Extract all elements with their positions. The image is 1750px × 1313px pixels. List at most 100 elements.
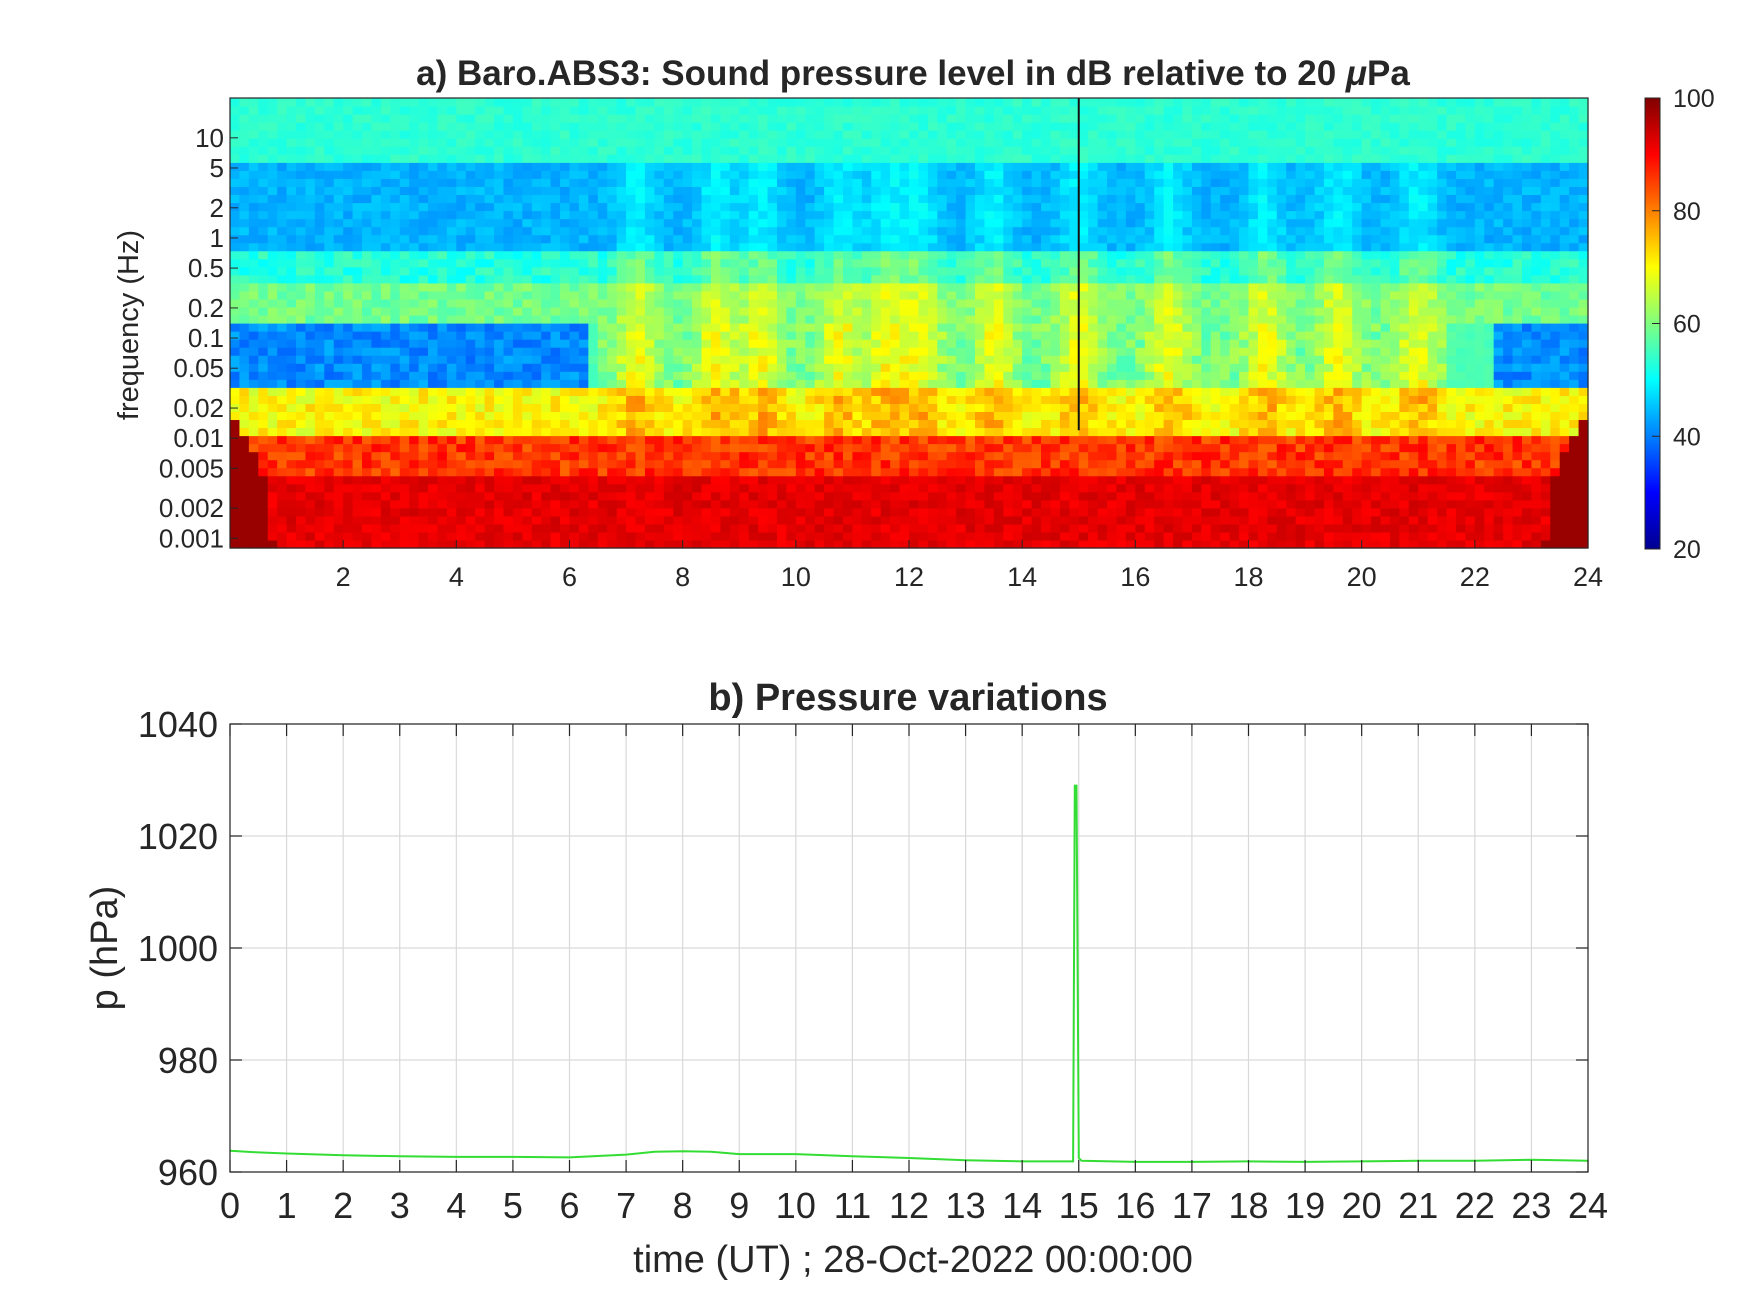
spectrogram-cell <box>333 507 344 517</box>
spectrogram-cell <box>324 234 335 244</box>
spectrogram-cell <box>946 106 957 115</box>
spectrogram-cell <box>842 274 854 284</box>
spectrogram-cell <box>748 202 759 212</box>
spectrogram-cell <box>805 170 816 179</box>
spectrogram-cell <box>380 298 391 308</box>
spectrogram-cell <box>456 274 467 284</box>
spectrogram-cell <box>550 314 561 324</box>
spectrogram-cell <box>296 122 307 131</box>
spectrogram-cell <box>937 515 948 525</box>
spectrogram-cell <box>277 371 288 380</box>
spectrogram-cell <box>560 162 571 171</box>
spectrogram-cell <box>362 355 373 364</box>
spectrogram-cell <box>842 282 854 292</box>
spectrogram-cell <box>993 210 1004 220</box>
spectrogram-cell <box>362 515 373 525</box>
spectrogram-cell <box>267 122 278 131</box>
spectrogram-cell <box>720 274 731 284</box>
spectrogram-cell <box>503 387 514 396</box>
spectrogram-cell <box>984 170 995 179</box>
spectrogram-cell <box>748 395 759 404</box>
spectrogram-cell <box>541 226 552 236</box>
spectrogram-cell <box>692 451 703 461</box>
spectrogram-cell <box>739 202 750 212</box>
spectrogram-cell <box>937 242 948 252</box>
spectrogram-cell <box>682 395 693 404</box>
spectrogram-cell <box>465 419 476 429</box>
spectrogram-cell <box>946 491 957 501</box>
spectrogram-cell <box>541 290 552 300</box>
spectrogram-cell <box>927 266 938 276</box>
spectrogram-cell <box>616 411 627 421</box>
spectrogram-cell <box>503 194 514 204</box>
spectrogram-cell <box>720 371 731 380</box>
spectrogram-cell <box>305 347 316 356</box>
spectrogram-cell <box>984 379 995 388</box>
spectrogram-cell <box>597 98 608 107</box>
spectrogram-cell <box>437 427 448 437</box>
spectrogram-cell <box>531 186 542 196</box>
spectrogram-cell <box>399 202 410 212</box>
spectrogram-cell <box>230 339 241 348</box>
spectrogram-cell <box>824 339 835 348</box>
spectrogram-cell <box>729 435 740 445</box>
spectrogram-cell <box>795 435 806 445</box>
spectrogram-cell <box>909 298 920 308</box>
spectrogram-cell <box>956 266 967 276</box>
spectrogram-cell <box>305 138 316 147</box>
spectrogram-cell <box>380 483 391 493</box>
spectrogram-cell <box>993 202 1004 212</box>
spectrogram-cell <box>569 114 580 123</box>
spectrogram-cell <box>475 467 486 477</box>
spectrogram-cell <box>258 411 269 421</box>
spectrogram-cell <box>1031 122 1042 131</box>
spectrogram-cell <box>371 539 382 549</box>
spectrogram-cell <box>512 427 523 437</box>
spectrogram-cell <box>333 274 344 284</box>
spectrogram-cell <box>380 523 391 533</box>
spectrogram-cell <box>286 314 297 324</box>
spectrogram-cell <box>1012 451 1023 461</box>
spectrogram-cell <box>946 314 957 324</box>
spectrogram-cell <box>937 411 948 421</box>
spectrogram-cell <box>465 363 476 372</box>
spectrogram-cell <box>927 178 938 187</box>
spectrogram-cell <box>446 355 457 364</box>
spectrogram-cell <box>814 531 825 541</box>
spectrogram-cell <box>1041 531 1052 541</box>
spectrogram-cell <box>1059 443 1070 453</box>
spectrogram-cell <box>314 499 325 509</box>
spectrogram-cell <box>522 435 533 445</box>
spectrogram-cell <box>446 226 457 236</box>
spectrogram-cell <box>880 98 891 107</box>
spectrogram-cell <box>663 467 674 477</box>
spectrogram-cell <box>937 234 948 244</box>
spectrogram-cell <box>701 427 712 437</box>
spectrogram-cell <box>682 282 693 292</box>
spectrogram-cell <box>673 491 684 501</box>
spectrogram-cell <box>909 170 920 179</box>
spectrogram-cell <box>710 178 721 187</box>
spectrogram-cell <box>371 395 382 404</box>
spectrogram-cell <box>626 162 637 171</box>
spectrogram-cell <box>550 539 561 549</box>
spectrogram-cell <box>814 467 825 477</box>
spectrogram-cell <box>258 419 269 429</box>
spectrogram-cell <box>333 419 344 429</box>
spectrogram-cell <box>673 306 684 316</box>
spectrogram-cell <box>456 138 467 147</box>
spectrogram-cell <box>776 451 787 461</box>
spectrogram-cell <box>588 347 599 356</box>
spectrogram-cell <box>531 531 542 541</box>
spectrogram-cell <box>767 379 778 388</box>
spectrogram-cell <box>644 146 655 155</box>
spectrogram-cell <box>880 363 891 372</box>
spectrogram-cell <box>258 282 269 292</box>
spectrogram-cell <box>1059 162 1070 171</box>
spectrogram-cell <box>1003 403 1014 412</box>
spectrogram-cell <box>909 266 920 276</box>
spectrogram-cell <box>362 122 373 131</box>
spectrogram-cell <box>1059 395 1070 404</box>
spectrogram-cell <box>644 459 655 469</box>
spectrogram-cell <box>352 491 363 501</box>
